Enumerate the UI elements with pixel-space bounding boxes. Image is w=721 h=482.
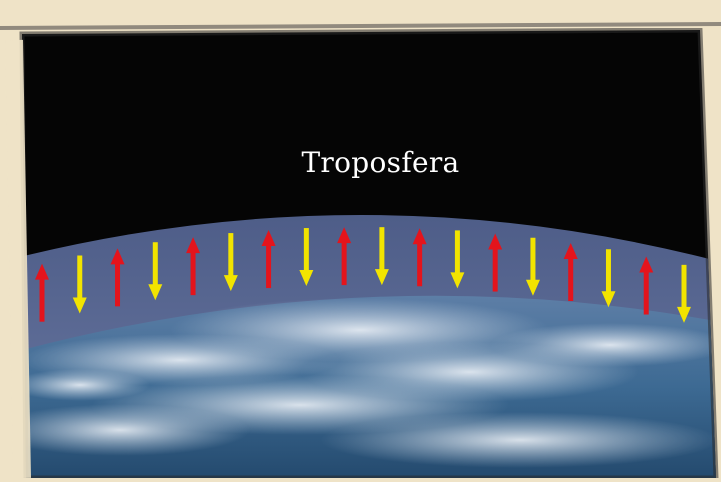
up-arrow-icon bbox=[110, 248, 125, 307]
down-arrow-icon bbox=[450, 230, 465, 289]
up-arrow-icon bbox=[261, 230, 276, 289]
up-arrow-icon bbox=[639, 256, 654, 315]
down-arrow-icon bbox=[525, 237, 540, 296]
down-arrow-icon bbox=[148, 242, 163, 301]
up-arrow-icon bbox=[186, 237, 201, 296]
up-arrow-icon bbox=[35, 263, 49, 322]
cloud-cover bbox=[22, 298, 716, 468]
troposphere-label: Troposfera bbox=[301, 146, 460, 179]
down-arrow-icon bbox=[299, 228, 314, 287]
up-arrow-icon bbox=[337, 227, 352, 286]
convection-arrows bbox=[35, 227, 691, 323]
up-arrow-icon bbox=[488, 233, 503, 292]
down-arrow-icon bbox=[601, 249, 616, 308]
up-arrow-icon bbox=[563, 242, 578, 301]
down-arrow-icon bbox=[677, 264, 691, 323]
frame-top-streak bbox=[0, 22, 721, 30]
down-arrow-icon bbox=[72, 255, 87, 314]
down-arrow-icon bbox=[223, 233, 238, 292]
down-arrow-icon bbox=[374, 227, 389, 286]
up-arrow-icon bbox=[412, 228, 427, 287]
paper-left-margin bbox=[5, 39, 31, 479]
